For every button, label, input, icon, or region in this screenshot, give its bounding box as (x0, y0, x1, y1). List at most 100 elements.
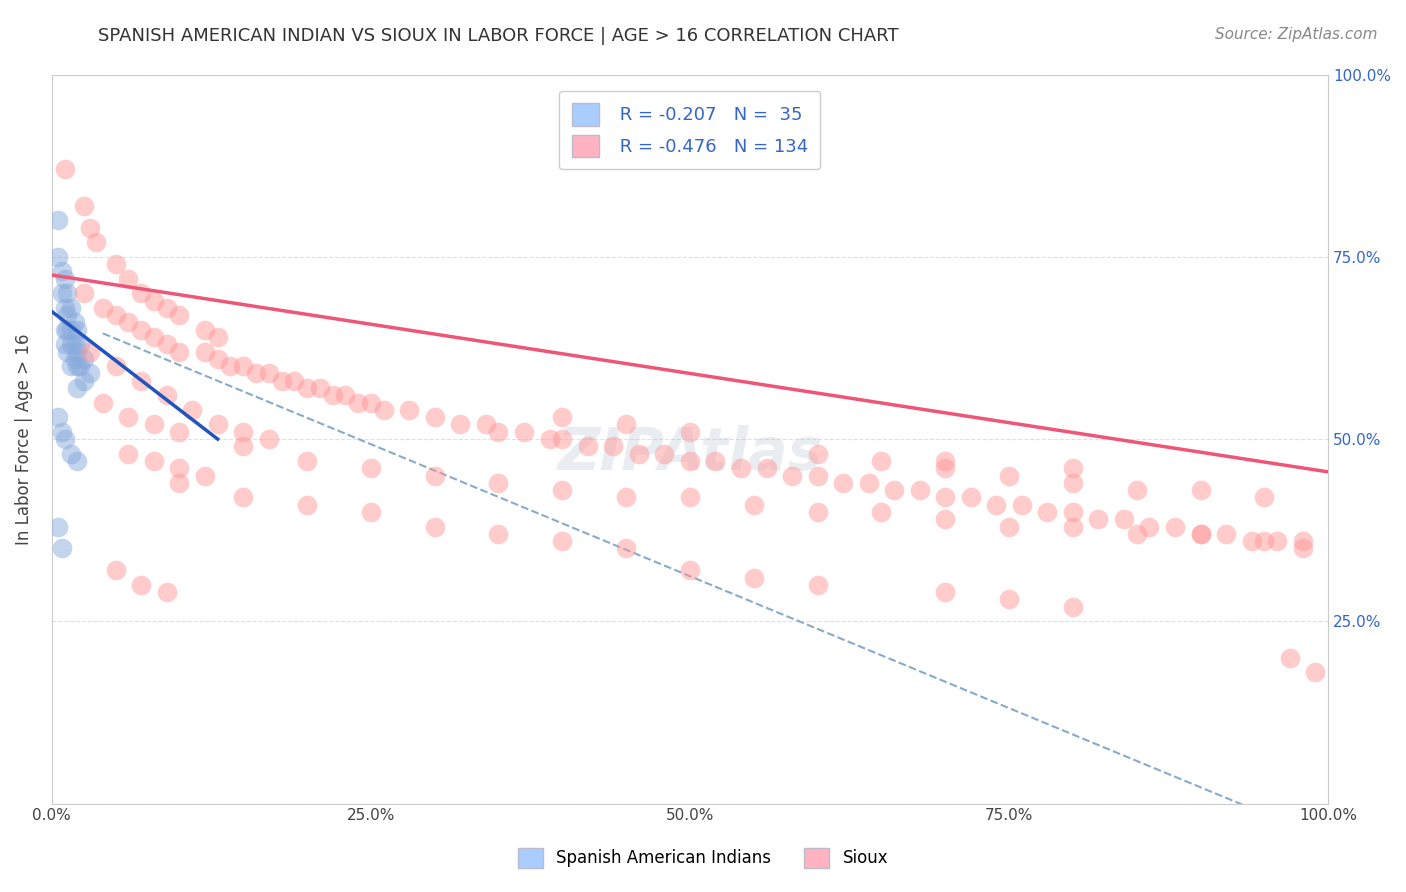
Point (858, 475, 880, 490)
Point (104, 359, 127, 373)
Point (551, 410, 574, 425)
Point (63, 351, 86, 366)
Point (1125, 526, 1147, 541)
Point (998, 592, 1021, 607)
Point (194, 323, 217, 337)
Point (934, 454, 956, 468)
Point (53, 162, 76, 177)
Text: ZIPAtlas: ZIPAtlas (557, 425, 823, 483)
Point (335, 388, 357, 402)
Point (219, 359, 242, 373)
Point (1062, 505, 1084, 519)
Point (679, 491, 702, 505)
Point (86, 235, 108, 250)
Point (232, 439, 254, 453)
Point (79, 344, 101, 359)
Point (46, 213, 69, 227)
Point (1036, 505, 1059, 519)
Point (66, 323, 89, 337)
Point (257, 432, 280, 446)
Point (742, 571, 765, 585)
Point (614, 541, 637, 556)
Point (998, 519, 1021, 533)
Point (156, 301, 179, 315)
Point (142, 293, 165, 308)
Point (423, 410, 446, 425)
Point (551, 534, 574, 549)
Point (538, 432, 561, 446)
Text: SPANISH AMERICAN INDIAN VS SIOUX IN LABOR FORCE | AGE > 16 CORRELATION CHART: SPANISH AMERICAN INDIAN VS SIOUX IN LABO… (98, 27, 898, 45)
Point (576, 439, 599, 453)
Point (870, 505, 893, 519)
Point (46, 250, 69, 264)
Point (79, 367, 101, 381)
Point (63, 315, 86, 329)
Point (986, 498, 1008, 512)
Point (156, 337, 179, 351)
Point (169, 425, 191, 439)
Point (1189, 483, 1212, 497)
Point (934, 461, 956, 475)
Point (104, 308, 127, 322)
Point (66, 344, 89, 359)
Point (614, 417, 637, 432)
Point (59, 323, 82, 337)
Point (142, 330, 165, 344)
Point (207, 330, 229, 344)
Point (129, 323, 152, 337)
Point (53, 323, 76, 337)
Point (806, 468, 828, 483)
Point (53, 337, 76, 351)
Legend:  R = -0.207   N =  35,  R = -0.476   N = 134: R = -0.207 N = 35, R = -0.476 N = 134 (560, 91, 821, 169)
Point (614, 491, 637, 505)
Point (56, 323, 79, 337)
Point (1265, 534, 1288, 549)
Point (1087, 512, 1109, 526)
Point (832, 475, 855, 490)
Point (1189, 526, 1212, 541)
Point (742, 498, 765, 512)
Point (488, 526, 510, 541)
Point (257, 367, 280, 381)
Point (56, 344, 79, 359)
Point (46, 519, 69, 533)
Point (474, 417, 496, 432)
Point (730, 461, 752, 475)
Point (169, 344, 191, 359)
Point (207, 417, 229, 432)
Point (1215, 526, 1237, 541)
Point (998, 468, 1021, 483)
Point (117, 315, 139, 329)
Point (654, 447, 676, 461)
Point (73, 199, 96, 213)
Point (488, 475, 510, 490)
Point (194, 468, 217, 483)
Point (73, 286, 96, 301)
Point (270, 374, 292, 388)
Point (59, 447, 82, 461)
Point (59, 337, 82, 351)
Point (347, 395, 370, 409)
Point (156, 585, 179, 599)
Point (232, 359, 254, 373)
Point (1062, 519, 1084, 533)
Point (1189, 526, 1212, 541)
Point (91, 395, 114, 409)
Point (232, 491, 254, 505)
Point (104, 257, 127, 271)
Point (551, 483, 574, 497)
Point (704, 454, 727, 468)
Point (69, 359, 91, 373)
Point (1062, 599, 1084, 614)
Point (679, 454, 702, 468)
Point (308, 381, 330, 395)
Point (169, 308, 191, 322)
Point (1291, 534, 1313, 549)
Point (488, 425, 510, 439)
Point (934, 585, 956, 599)
Point (117, 447, 139, 461)
Point (322, 388, 344, 402)
Point (53, 271, 76, 285)
Point (295, 498, 318, 512)
Point (959, 491, 981, 505)
